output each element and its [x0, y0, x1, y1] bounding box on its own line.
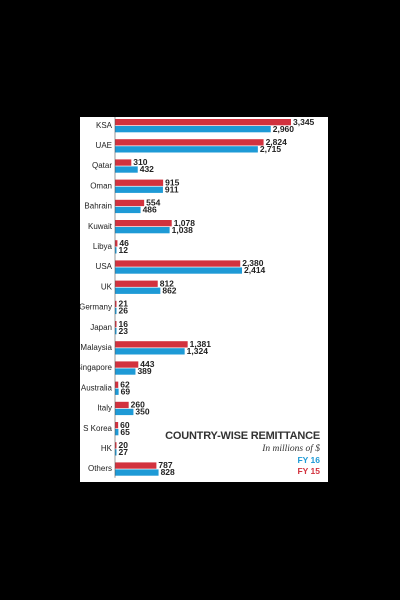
- bar-fy15-australia: [115, 381, 119, 388]
- bar-fy16-bahrain: [115, 206, 141, 214]
- title-block: COUNTRY-WISE REMITTANCE In millions of $…: [165, 430, 320, 476]
- bar-fy15-libya: [115, 240, 118, 247]
- bar-fy16-uae: [115, 146, 258, 153]
- bar-fy16-oman: [115, 186, 163, 193]
- bar-fy16-others: [115, 469, 159, 476]
- value-label-fy16-oman: 911: [165, 184, 179, 194]
- value-label-fy15-bahrain: 554: [146, 198, 160, 208]
- bar-fy15-uae: [115, 139, 264, 146]
- value-label-fy15-usa: 2,380: [242, 258, 264, 268]
- category-label-australia: Australia: [81, 383, 113, 392]
- value-label-fy16-usa: 2,414: [244, 265, 266, 275]
- value-label-fy15-ksa: 3,345: [293, 117, 315, 127]
- legend-fy15: FY 15: [297, 466, 320, 476]
- bar-fy16-s-korea: [115, 429, 119, 436]
- value-label-fy16-germany: 26: [119, 306, 129, 316]
- bar-fy15-uk: [115, 280, 158, 287]
- value-label-fy16-italy: 350: [135, 407, 149, 417]
- value-label-fy15-italy: 260: [131, 400, 145, 410]
- legend-fy16: FY 16: [297, 455, 320, 465]
- bar-fy16-malaysia: [115, 348, 185, 355]
- chart-panel: KSA 3,345 2,960 UAE 2,824 2,715 Qatar 310 432 Oma…: [80, 117, 328, 482]
- bar-fy15-italy: [115, 401, 129, 409]
- category-label-malaysia: Malaysia: [80, 343, 112, 352]
- bar-fy16-germany: [115, 307, 117, 315]
- bar-fy16-singapore: [115, 368, 136, 375]
- value-label-fy16-uk: 862: [162, 285, 176, 295]
- bar-fy15-usa: [115, 260, 241, 267]
- bar-fy16-uk: [115, 287, 161, 294]
- chart-subtitle: In millions of $: [262, 444, 320, 454]
- category-label-singapore: Singapore: [80, 363, 113, 372]
- value-label-fy15-s-korea: 60: [120, 420, 130, 430]
- bar-fy16-italy: [115, 408, 134, 416]
- value-label-fy15-qatar: 310: [133, 157, 147, 167]
- bar-fy16-libya: [115, 247, 117, 254]
- bar-fy15-oman: [115, 179, 164, 186]
- category-label-s-korea: S Korea: [83, 424, 112, 433]
- value-label-fy15-australia: 62: [120, 379, 130, 389]
- value-label-fy15-hk: 20: [119, 440, 129, 450]
- value-label-fy15-others: 787: [158, 460, 172, 470]
- bar-fy16-qatar: [115, 166, 138, 173]
- bar-fy15-kuwait: [115, 220, 172, 227]
- value-label-fy15-germany: 21: [119, 299, 129, 309]
- bar-fy16-japan: [115, 328, 117, 335]
- bar-fy15-hk: [115, 442, 117, 449]
- category-label-uk: UK: [101, 282, 113, 291]
- bar-fy15-japan: [115, 321, 117, 328]
- bar-fy15-qatar: [115, 159, 132, 166]
- value-label-fy16-s-korea: 65: [120, 427, 130, 437]
- value-label-fy16-bahrain: 486: [143, 205, 157, 215]
- category-label-oman: Oman: [90, 181, 112, 190]
- category-label-usa: USA: [96, 262, 113, 271]
- value-label-fy16-uae: 2,715: [260, 144, 282, 154]
- value-label-fy15-uae: 2,824: [266, 137, 288, 147]
- value-label-fy16-malaysia: 1,324: [187, 346, 209, 356]
- value-label-fy16-qatar: 432: [140, 164, 154, 174]
- value-label-fy16-others: 828: [161, 467, 175, 477]
- category-label-uae: UAE: [96, 141, 112, 150]
- category-label-japan: Japan: [90, 323, 112, 332]
- bar-fy16-australia: [115, 388, 119, 395]
- value-label-fy16-australia: 69: [121, 386, 131, 396]
- value-label-fy16-singapore: 389: [137, 366, 151, 376]
- bar-fy15-germany: [115, 300, 117, 308]
- category-label-others: Others: [88, 464, 112, 473]
- bar-fy15-singapore: [115, 361, 139, 368]
- value-label-fy16-hk: 27: [119, 447, 129, 457]
- chart-title: COUNTRY-WISE REMITTANCE: [165, 430, 320, 442]
- value-label-fy16-ksa: 2,960: [273, 124, 295, 134]
- value-label-fy15-japan: 16: [119, 319, 129, 329]
- value-label-fy15-malaysia: 1,381: [190, 339, 212, 349]
- value-label-fy15-kuwait: 1,078: [174, 218, 196, 228]
- value-label-fy16-kuwait: 1,038: [172, 225, 194, 235]
- bar-fy15-malaysia: [115, 341, 188, 348]
- category-label-libya: Libya: [93, 242, 113, 251]
- bar-fy15-others: [115, 462, 157, 469]
- value-label-fy15-oman: 915: [165, 177, 179, 187]
- category-label-germany: Germany: [80, 303, 112, 312]
- category-label-hk: HK: [101, 444, 113, 453]
- bar-fy16-hk: [115, 449, 117, 456]
- bar-fy16-ksa: [115, 126, 271, 133]
- bar-fy15-ksa: [115, 119, 291, 126]
- category-label-bahrain: Bahrain: [84, 202, 112, 211]
- bar-fy16-usa: [115, 267, 243, 274]
- value-label-fy15-uk: 812: [160, 278, 174, 288]
- value-label-fy15-libya: 46: [119, 238, 129, 248]
- value-label-fy16-libya: 12: [119, 245, 129, 255]
- category-label-italy: Italy: [97, 404, 112, 413]
- value-label-fy16-japan: 23: [119, 326, 129, 336]
- value-label-fy15-singapore: 443: [140, 359, 154, 369]
- category-label-ksa: KSA: [96, 121, 113, 130]
- bar-fy15-s-korea: [115, 422, 119, 429]
- category-label-qatar: Qatar: [92, 161, 112, 170]
- category-label-kuwait: Kuwait: [88, 222, 113, 231]
- bar-fy15-bahrain: [115, 199, 145, 207]
- bar-fy16-kuwait: [115, 227, 170, 234]
